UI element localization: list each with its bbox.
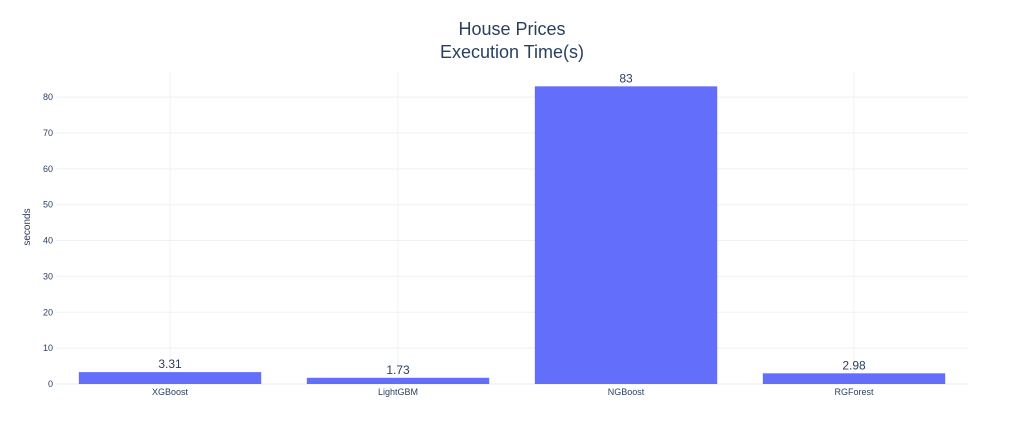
bar-value-label: 1.73 <box>386 363 410 377</box>
bar-value-label: 83 <box>619 71 633 85</box>
gridlines <box>56 72 968 385</box>
data-labels: 3.31 1.73 83 2.98 <box>158 71 866 376</box>
y-axis-label: seconds <box>22 208 33 245</box>
y-tick-label: 80 <box>43 92 53 102</box>
y-tick-labels: 0 10 20 30 40 50 60 70 80 <box>43 92 53 389</box>
x-tick-label: XGBoost <box>152 387 189 397</box>
bar <box>306 377 490 384</box>
y-tick-label: 0 <box>48 379 53 389</box>
bar <box>762 373 946 384</box>
x-tick-label: RGForest <box>834 387 874 397</box>
y-tick-label: 70 <box>43 128 53 138</box>
chart-title-line-2: Execution Time(s) <box>440 42 584 62</box>
y-tick-label: 40 <box>43 236 53 246</box>
y-tick-label: 20 <box>43 307 53 317</box>
y-tick-label: 60 <box>43 164 53 174</box>
y-tick-label: 30 <box>43 271 53 281</box>
bar-value-label: 3.31 <box>158 357 182 371</box>
y-tick-label: 10 <box>43 343 53 353</box>
y-tick-label: 50 <box>43 200 53 210</box>
bar <box>78 372 262 384</box>
bar <box>534 86 718 385</box>
x-tick-label: LightGBM <box>378 387 418 397</box>
bar-value-label: 2.98 <box>842 358 866 372</box>
bars <box>78 86 946 385</box>
chart-title-line-1: House Prices <box>458 19 565 39</box>
x-tick-labels: XGBoost LightGBM NGBoost RGForest <box>152 387 874 397</box>
x-tick-label: NGBoost <box>608 387 645 397</box>
